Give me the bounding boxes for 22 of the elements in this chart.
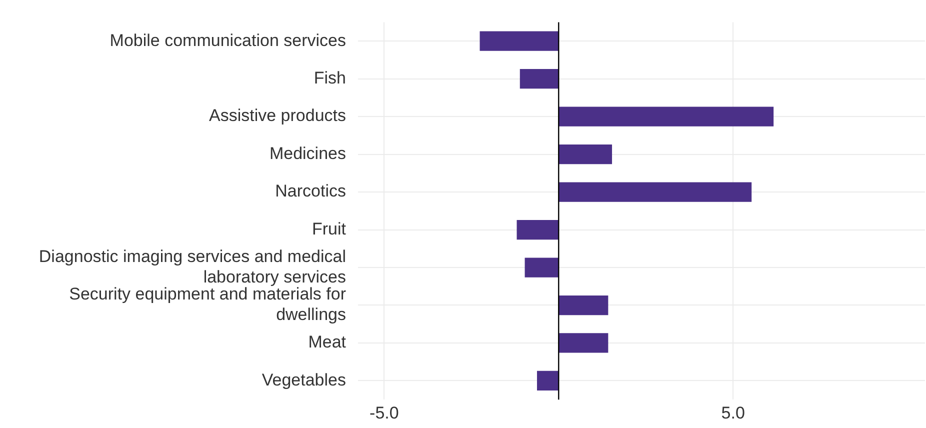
bar xyxy=(558,333,608,353)
y-tick-label: Meat xyxy=(308,332,346,352)
bar xyxy=(558,106,774,126)
y-tick-label: Security equipment and materials for dwellings xyxy=(69,284,346,324)
y-tick-label: Diagnostic imaging services and medical laboratory services xyxy=(38,246,346,286)
y-tick-label: Assistive products xyxy=(209,106,346,126)
y-tick-label: Mobile communication services xyxy=(110,30,346,50)
bar xyxy=(480,31,559,51)
x-tick-label: -5.0 xyxy=(370,403,399,422)
bar xyxy=(520,69,559,89)
y-tick-label: Fruit xyxy=(312,219,346,238)
bar xyxy=(558,144,612,164)
bar xyxy=(524,258,559,278)
y-tick-label: Narcotics xyxy=(275,182,346,201)
bar xyxy=(536,370,559,391)
y-tick-label: Medicines xyxy=(269,144,346,163)
y-tick-label: Vegetables xyxy=(262,370,346,390)
bar xyxy=(558,182,752,202)
x-tick-label: 5.0 xyxy=(721,403,745,422)
bar xyxy=(558,295,608,316)
y-tick-label: Fish xyxy=(314,68,346,88)
bar xyxy=(516,220,559,240)
